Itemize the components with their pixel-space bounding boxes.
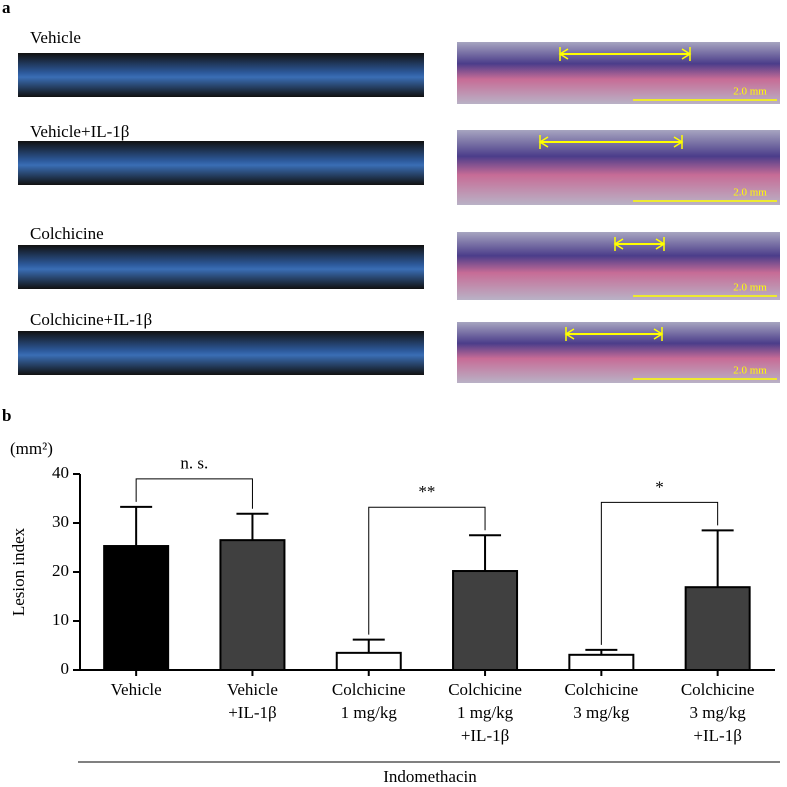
scale-label: 2.0 mm (733, 282, 767, 294)
significance-label: n. s. (180, 454, 208, 473)
gross-photo (18, 141, 424, 185)
x-tick-label: Colchicine (565, 680, 639, 699)
gross-photo (18, 331, 424, 375)
significance-label: ** (418, 482, 435, 501)
gross-photo (18, 245, 424, 289)
x-tick-label: Colchicine (448, 680, 522, 699)
arrow-heads (564, 327, 664, 341)
row-label: Colchicine (30, 224, 104, 243)
y-tick-label: 0 (61, 659, 70, 678)
x-tick-label: +IL-1β (228, 703, 276, 722)
y-tick-label: 40 (52, 463, 69, 482)
significance-bracket (600, 501, 719, 645)
row-label: Colchicine+IL-1β (30, 310, 152, 329)
panel-letter: a (2, 0, 11, 17)
panel-letter: b (2, 406, 11, 425)
y-tick-label: 30 (52, 512, 69, 531)
x-tick-label: Colchicine (332, 680, 406, 699)
x-tick-label: +IL-1β (693, 726, 741, 745)
x-tick-label: Vehicle (227, 680, 278, 699)
bar (452, 570, 519, 672)
x-axis-label: Indomethacin (383, 767, 477, 786)
row-label: Vehicle+IL-1β (30, 122, 129, 141)
y-axis-label: Lesion index (9, 527, 28, 616)
significance-bracket (368, 506, 486, 635)
histology-photo (457, 42, 780, 104)
x-tick-label: 3 mg/kg (573, 703, 630, 722)
scale-label: 2.0 mm (733, 86, 767, 98)
x-tick-label: 3 mg/kg (690, 703, 747, 722)
arrow-heads (558, 47, 692, 61)
arrow-heads (613, 237, 666, 251)
significance-bracket (135, 478, 253, 509)
bar (219, 539, 286, 672)
x-tick-label: +IL-1β (461, 726, 509, 745)
bar (568, 653, 635, 671)
gross-photo (18, 53, 424, 97)
x-tick-label: 1 mg/kg (341, 703, 398, 722)
x-tick-label: Vehicle (111, 680, 162, 699)
arrow-heads (538, 135, 684, 149)
x-tick-label: Colchicine (681, 680, 755, 699)
row-label: Vehicle (30, 28, 81, 47)
x-tick-label: 1 mg/kg (457, 703, 514, 722)
y-unit: (mm²) (10, 439, 53, 458)
y-tick-label: 20 (52, 561, 69, 580)
bar (335, 651, 402, 671)
y-tick-label: 10 (52, 610, 69, 629)
significance-label: * (655, 477, 664, 496)
bar (684, 586, 751, 671)
scale-label: 2.0 mm (733, 365, 767, 377)
bar (103, 545, 170, 672)
scale-label: 2.0 mm (733, 187, 767, 199)
histology-photo (457, 322, 780, 383)
